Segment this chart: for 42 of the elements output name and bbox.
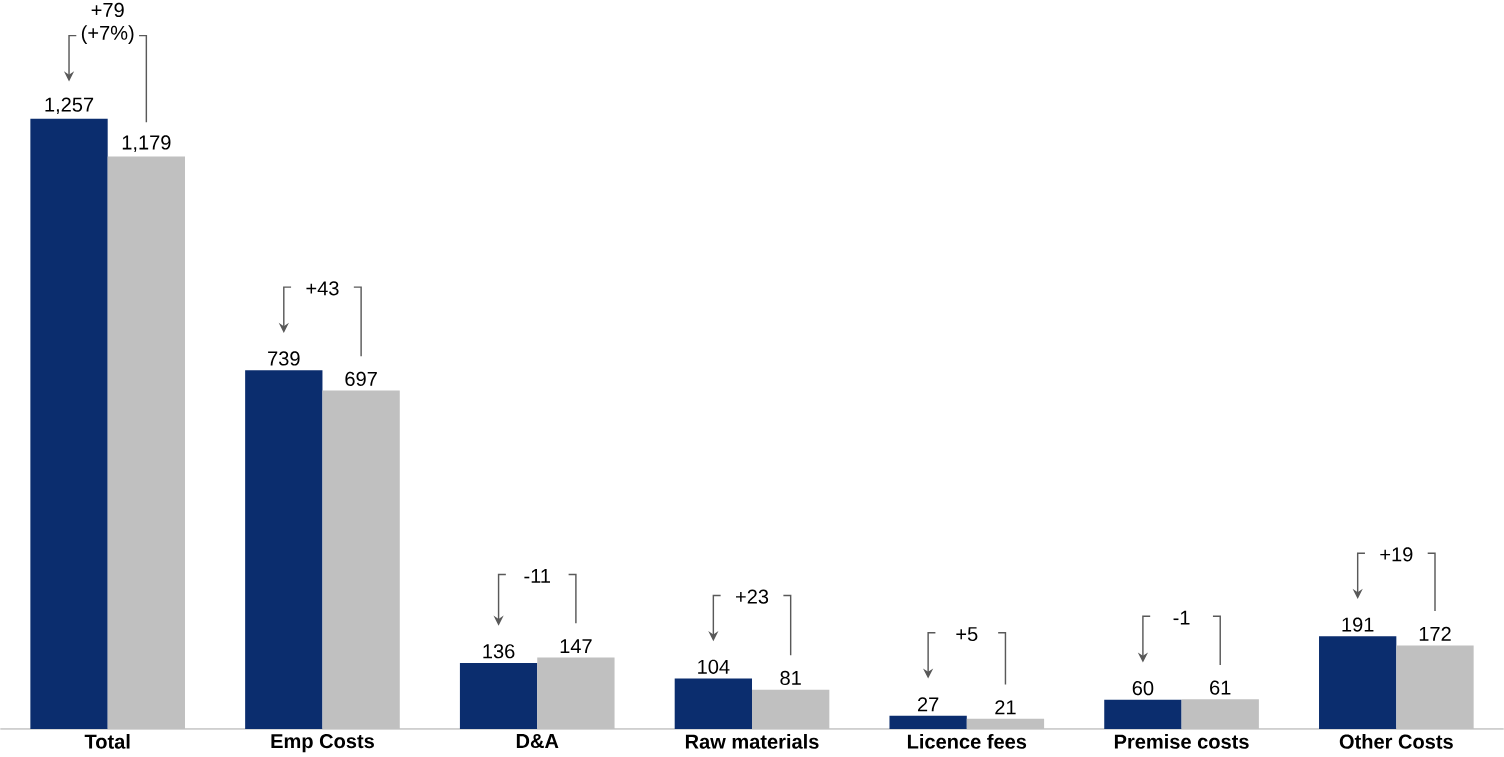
bar bbox=[537, 657, 615, 729]
bar bbox=[966, 718, 1045, 729]
data-label: 81 bbox=[780, 670, 801, 686]
data-label: 61 bbox=[1210, 680, 1231, 695]
bar bbox=[1104, 699, 1182, 729]
data-label: 60 bbox=[1132, 681, 1154, 696]
data-label: 191 bbox=[1342, 617, 1374, 632]
text: +79 (+7%) bbox=[81, 2, 134, 44]
bar bbox=[1181, 699, 1259, 729]
data-label: 104 bbox=[698, 659, 730, 674]
x-tick-label: Licence fees bbox=[907, 734, 1027, 749]
x-tick-label: Total bbox=[84, 734, 130, 749]
data-label: 1,179 bbox=[122, 135, 171, 152]
data-label: 172 bbox=[1419, 626, 1451, 641]
annotation: +19 bbox=[1380, 547, 1413, 562]
annotation: +23 bbox=[736, 589, 769, 604]
bar bbox=[889, 715, 967, 729]
annotation: +5 bbox=[956, 627, 978, 642]
x-tick-label: Emp Costs bbox=[271, 734, 374, 753]
x-tick-label: Other Costs bbox=[1339, 734, 1453, 749]
bar bbox=[1396, 645, 1474, 729]
bar bbox=[107, 156, 186, 729]
bar bbox=[459, 662, 538, 729]
annotation: +43 bbox=[306, 281, 339, 296]
annotation: -1 bbox=[1173, 610, 1190, 625]
x-tick-label: Premise costs bbox=[1114, 734, 1249, 749]
data-label: 739 bbox=[268, 351, 300, 366]
bar bbox=[1319, 636, 1397, 729]
bar bbox=[752, 689, 830, 729]
x-tick-label: D&A bbox=[516, 734, 559, 749]
data-label: 27 bbox=[917, 697, 939, 712]
bar bbox=[30, 118, 108, 729]
data-label: 147 bbox=[560, 639, 592, 654]
data-label: 136 bbox=[483, 644, 515, 659]
data-label: 21 bbox=[995, 700, 1016, 715]
x-tick-label: Raw materials bbox=[685, 734, 819, 749]
data-label: 1,257 bbox=[45, 97, 94, 115]
annotation: -11 bbox=[524, 569, 550, 583]
bar bbox=[674, 678, 753, 729]
bar bbox=[245, 370, 323, 729]
bar bbox=[322, 390, 400, 729]
data-label: 697 bbox=[345, 371, 377, 386]
